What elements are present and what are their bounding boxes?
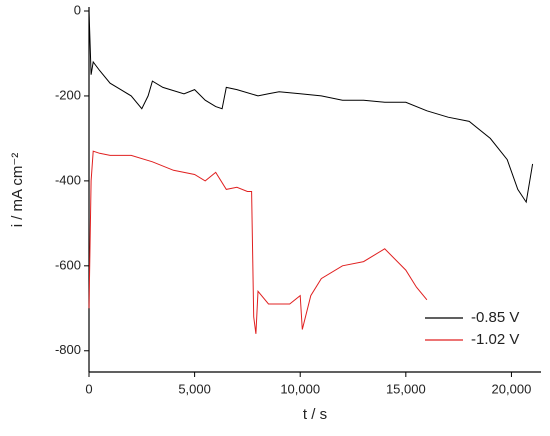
y-tick-label: -600 <box>55 257 81 272</box>
y-tick-label: -800 <box>55 342 81 357</box>
series-line <box>88 150 428 334</box>
legend-label: -1.02 V <box>471 331 519 348</box>
y-tick-label: -200 <box>55 87 81 102</box>
x-tick-label: 15,000 <box>386 381 426 396</box>
x-tick-label: 5,000 <box>178 381 211 396</box>
y-tick-label: 0 <box>74 2 81 17</box>
x-tick-label: 10,000 <box>280 381 320 396</box>
legend-label: -0.85 V <box>471 309 519 326</box>
y-tick-label: -400 <box>55 172 81 187</box>
x-axis-title: t / s <box>303 406 327 423</box>
x-tick-label: 0 <box>85 381 92 396</box>
series-line <box>88 10 534 204</box>
y-axis-title: i / mA cm⁻² <box>9 153 26 228</box>
x-tick-label: 20,000 <box>492 381 532 396</box>
